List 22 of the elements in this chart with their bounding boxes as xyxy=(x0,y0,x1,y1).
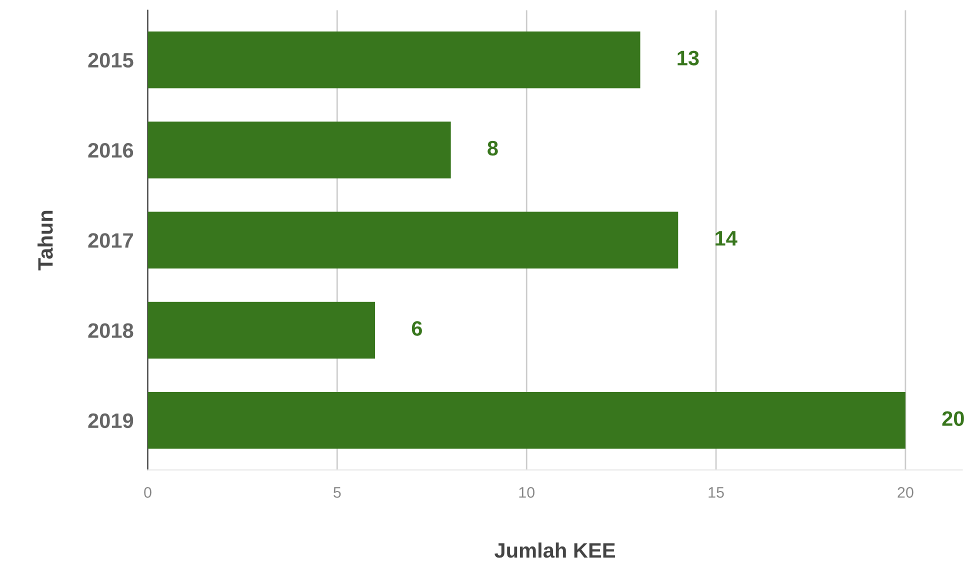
bar xyxy=(148,392,906,449)
y-tick-label: 2018 xyxy=(88,323,134,338)
bar xyxy=(148,31,640,88)
x-tick-label: 10 xyxy=(519,487,534,498)
y-tick-label: 2017 xyxy=(88,233,133,248)
x-tick-label: 5 xyxy=(334,487,341,498)
data-label: 13 xyxy=(678,50,699,66)
data-label: 20 xyxy=(942,411,964,426)
bar xyxy=(148,302,376,359)
x-tick-label: 15 xyxy=(708,487,724,498)
bar xyxy=(148,122,451,178)
bar xyxy=(148,212,678,268)
y-axis-title: Tahun xyxy=(38,210,53,270)
y-tick-label: 2019 xyxy=(88,413,134,428)
x-axis-title: Jumlah KEE xyxy=(494,542,615,558)
x-tick-label: 0 xyxy=(144,487,152,498)
y-tick-label: 2015 xyxy=(88,52,134,68)
data-label: 6 xyxy=(412,321,422,336)
y-tick-label: 2016 xyxy=(88,142,134,158)
x-tick-label: 20 xyxy=(898,487,914,498)
data-label: 14 xyxy=(716,231,738,246)
data-label: 8 xyxy=(488,140,498,156)
